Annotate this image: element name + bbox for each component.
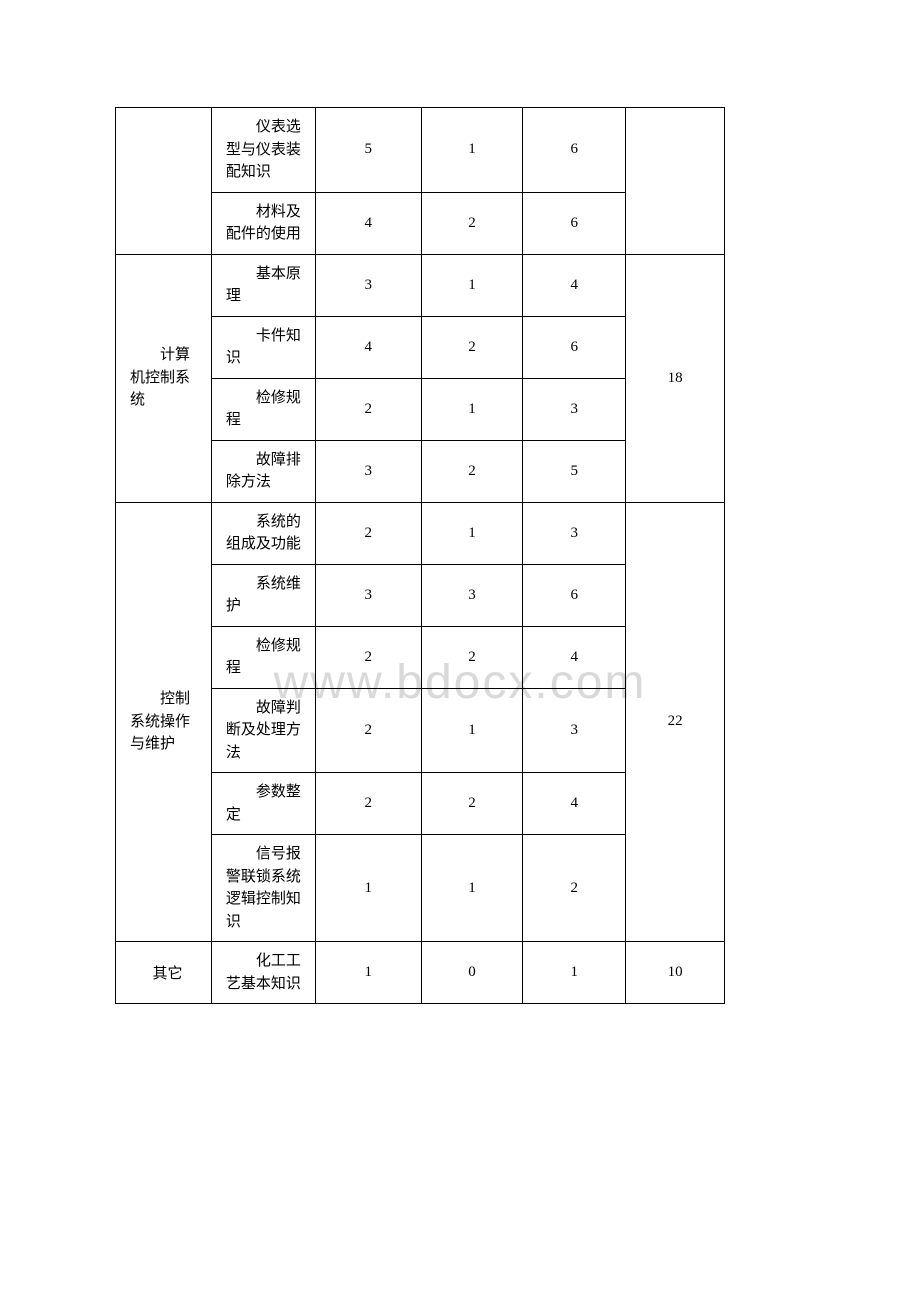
value-cell: 2 xyxy=(421,192,523,254)
value-cell: 1 xyxy=(421,688,523,773)
value-cell: 2 xyxy=(315,502,421,564)
table-row: 其它 化工工艺基本知识 1 0 1 10 xyxy=(116,942,725,1004)
subcategory-cell: 故障排除方法 xyxy=(211,440,315,502)
value-cell: 3 xyxy=(315,564,421,626)
subcategory-cell: 检修规程 xyxy=(211,626,315,688)
value-cell: 3 xyxy=(315,440,421,502)
table-row: 控制系统操作与维护 系统的组成及功能 2 1 3 22 xyxy=(116,502,725,564)
value-cell: 1 xyxy=(421,378,523,440)
subcategory-cell: 系统维护 xyxy=(211,564,315,626)
value-cell: 2 xyxy=(315,688,421,773)
value-cell: 5 xyxy=(315,108,421,193)
value-cell: 4 xyxy=(523,773,626,835)
value-cell: 2 xyxy=(315,773,421,835)
category-cell: 控制系统操作与维护 xyxy=(116,502,212,942)
value-cell: 1 xyxy=(421,108,523,193)
value-cell: 4 xyxy=(315,192,421,254)
value-cell: 2 xyxy=(421,626,523,688)
subcategory-cell: 检修规程 xyxy=(211,378,315,440)
subcategory-cell: 仪表选型与仪表装配知识 xyxy=(211,108,315,193)
value-cell: 1 xyxy=(421,835,523,942)
subcategory-cell: 化工工艺基本知识 xyxy=(211,942,315,1004)
value-cell: 5 xyxy=(523,440,626,502)
subcategory-cell: 信号报警联锁系统逻辑控制知识 xyxy=(211,835,315,942)
subcategory-cell: 基本原理 xyxy=(211,254,315,316)
total-cell: 22 xyxy=(626,502,725,942)
value-cell: 3 xyxy=(315,254,421,316)
value-cell: 3 xyxy=(421,564,523,626)
value-cell: 4 xyxy=(315,316,421,378)
value-cell: 2 xyxy=(523,835,626,942)
total-cell: 10 xyxy=(626,942,725,1004)
value-cell: 1 xyxy=(315,942,421,1004)
total-cell xyxy=(626,108,725,255)
subcategory-cell: 材料及配件的使用 xyxy=(211,192,315,254)
table-row: 计算机控制系统 基本原理 3 1 4 18 xyxy=(116,254,725,316)
value-cell: 6 xyxy=(523,564,626,626)
value-cell: 2 xyxy=(421,773,523,835)
value-cell: 3 xyxy=(523,502,626,564)
value-cell: 6 xyxy=(523,192,626,254)
data-table-container: 仪表选型与仪表装配知识 5 1 6 材料及配件的使用 4 2 6 计算机控制系统… xyxy=(115,107,725,1004)
value-cell: 1 xyxy=(315,835,421,942)
category-cell: 计算机控制系统 xyxy=(116,254,212,502)
subcategory-cell: 卡件知识 xyxy=(211,316,315,378)
value-cell: 2 xyxy=(315,378,421,440)
value-cell: 1 xyxy=(421,254,523,316)
subcategory-cell: 系统的组成及功能 xyxy=(211,502,315,564)
value-cell: 2 xyxy=(421,316,523,378)
value-cell: 3 xyxy=(523,378,626,440)
value-cell: 4 xyxy=(523,626,626,688)
subcategory-cell: 参数整定 xyxy=(211,773,315,835)
table-row: 仪表选型与仪表装配知识 5 1 6 xyxy=(116,108,725,193)
category-cell: 其它 xyxy=(116,942,212,1004)
total-cell: 18 xyxy=(626,254,725,502)
value-cell: 3 xyxy=(523,688,626,773)
value-cell: 4 xyxy=(523,254,626,316)
value-cell: 6 xyxy=(523,316,626,378)
data-table: 仪表选型与仪表装配知识 5 1 6 材料及配件的使用 4 2 6 计算机控制系统… xyxy=(115,107,725,1004)
value-cell: 6 xyxy=(523,108,626,193)
value-cell: 1 xyxy=(523,942,626,1004)
value-cell: 0 xyxy=(421,942,523,1004)
value-cell: 1 xyxy=(421,502,523,564)
value-cell: 2 xyxy=(315,626,421,688)
category-cell xyxy=(116,108,212,255)
value-cell: 2 xyxy=(421,440,523,502)
subcategory-cell: 故障判断及处理方法 xyxy=(211,688,315,773)
